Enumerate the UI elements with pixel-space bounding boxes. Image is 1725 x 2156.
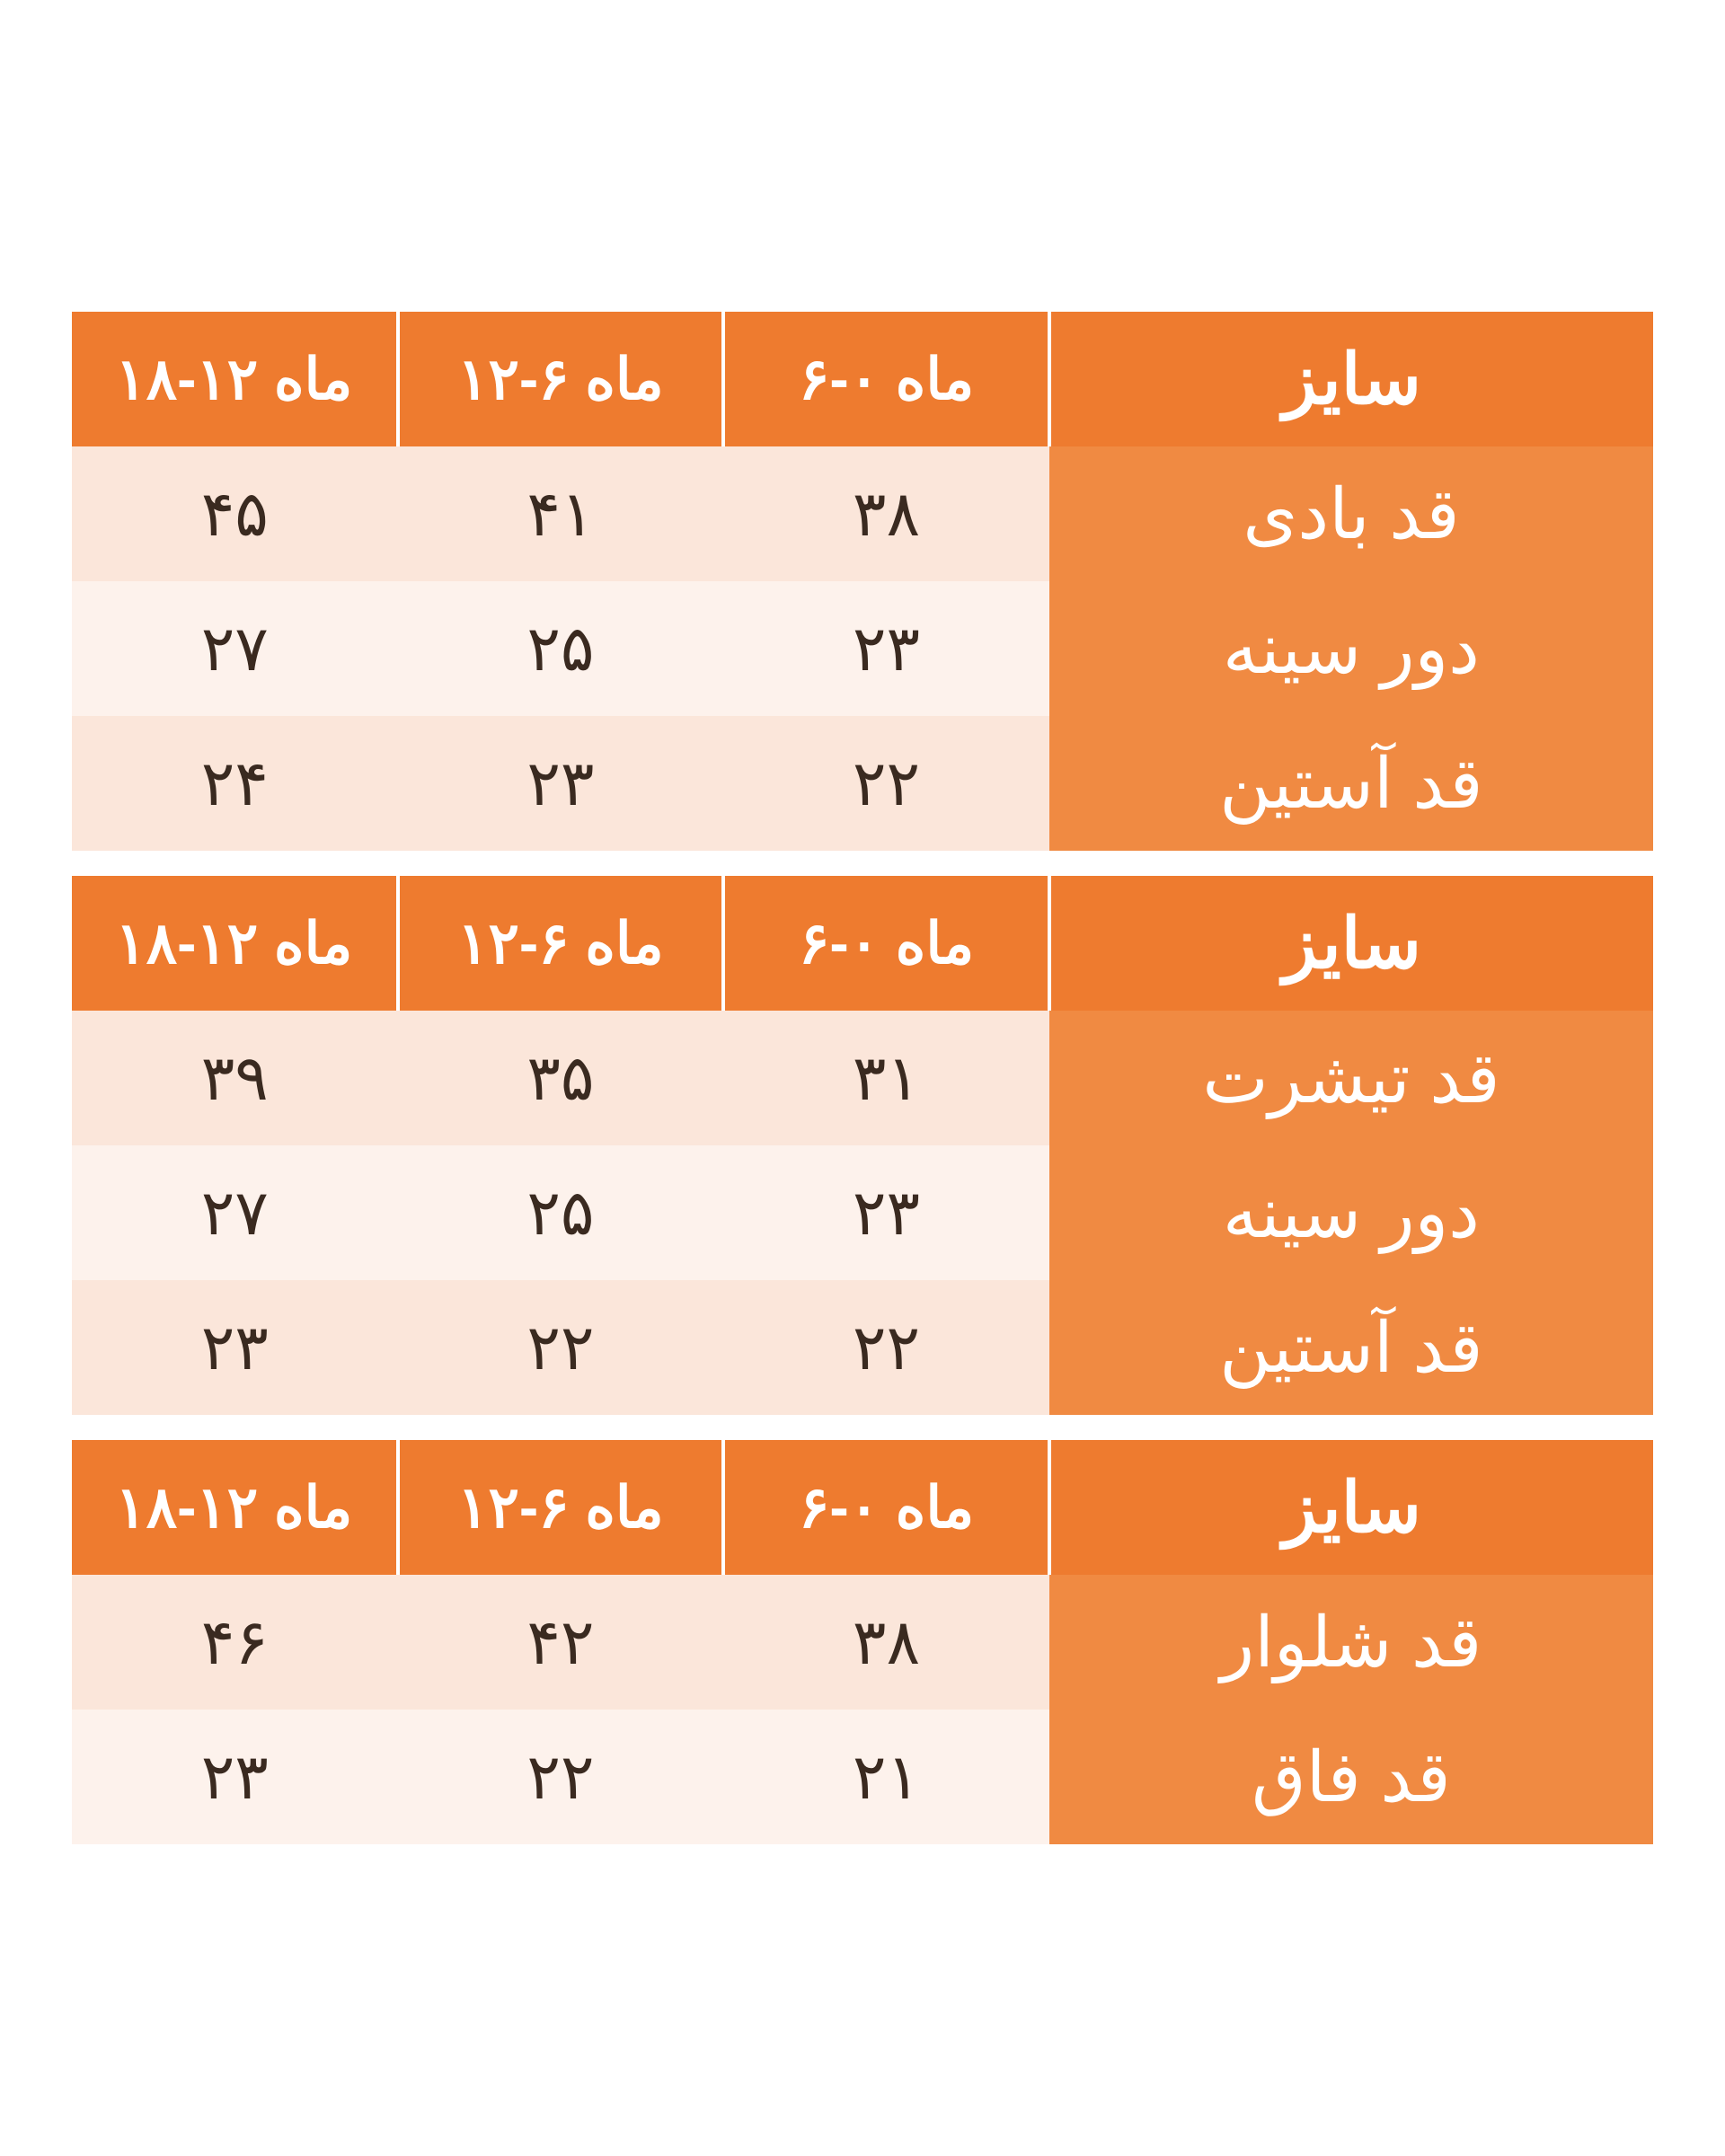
size-table: ۱۸-۱۲ ماه ۱۲-۶ ماه ۶-۰ ماه سایز ۳۹ ۳۵ ۳۱… bbox=[72, 876, 1653, 1415]
cell: ۴۲ bbox=[398, 1575, 724, 1710]
col-header: ۶-۰ ماه bbox=[723, 1440, 1049, 1575]
cell: ۲۳ bbox=[723, 1145, 1049, 1280]
cell: ۴۱ bbox=[398, 446, 724, 581]
cell: ۲۲ bbox=[723, 716, 1049, 851]
table-row: ۲۴ ۲۳ ۲۲ قد آستین bbox=[72, 716, 1653, 851]
cell: ۲۳ bbox=[72, 1280, 398, 1415]
row-label: قد آستین bbox=[1049, 716, 1653, 851]
cell: ۲۷ bbox=[72, 1145, 398, 1280]
cell: ۲۳ bbox=[398, 716, 724, 851]
cell: ۲۲ bbox=[723, 1280, 1049, 1415]
col-header: ۱۸-۱۲ ماه bbox=[72, 1440, 398, 1575]
row-label: دور سینه bbox=[1049, 581, 1653, 716]
table-row: ۴۵ ۴۱ ۳۸ قد بادی bbox=[72, 446, 1653, 581]
table-row: ۲۷ ۲۵ ۲۳ دور سینه bbox=[72, 1145, 1653, 1280]
table-row: ۲۳ ۲۲ ۲۲ قد آستین bbox=[72, 1280, 1653, 1415]
col-header: ۱۸-۱۲ ماه bbox=[72, 876, 398, 1011]
table-row: ۲۷ ۲۵ ۲۳ دور سینه bbox=[72, 581, 1653, 716]
row-label: قد آستین bbox=[1049, 1280, 1653, 1415]
cell: ۲۴ bbox=[72, 716, 398, 851]
col-header: ۶-۰ ماه bbox=[723, 876, 1049, 1011]
cell: ۳۹ bbox=[72, 1011, 398, 1145]
cell: ۴۵ bbox=[72, 446, 398, 581]
cell: ۳۸ bbox=[723, 446, 1049, 581]
row-label: قد فاق bbox=[1049, 1710, 1653, 1844]
size-label-header: سایز bbox=[1049, 876, 1653, 1011]
row-label: قد تیشرت bbox=[1049, 1011, 1653, 1145]
col-header: ۱۸-۱۲ ماه bbox=[72, 312, 398, 446]
cell: ۲۲ bbox=[398, 1280, 724, 1415]
table-row: ۳۹ ۳۵ ۳۱ قد تیشرت bbox=[72, 1011, 1653, 1145]
tables-wrap: ۱۸-۱۲ ماه ۱۲-۶ ماه ۶-۰ ماه سایز ۴۵ ۴۱ ۳۸… bbox=[72, 312, 1653, 1844]
cell: ۴۶ bbox=[72, 1575, 398, 1710]
table-row: ۴۶ ۴۲ ۳۸ قد شلوار bbox=[72, 1575, 1653, 1710]
cell: ۲۷ bbox=[72, 581, 398, 716]
row-label: قد شلوار bbox=[1049, 1575, 1653, 1710]
col-header: ۱۲-۶ ماه bbox=[398, 876, 724, 1011]
col-header: ۱۲-۶ ماه bbox=[398, 312, 724, 446]
table-header-row: ۱۸-۱۲ ماه ۱۲-۶ ماه ۶-۰ ماه سایز bbox=[72, 1440, 1653, 1575]
col-header: ۱۲-۶ ماه bbox=[398, 1440, 724, 1575]
cell: ۲۳ bbox=[72, 1710, 398, 1844]
size-label-header: سایز bbox=[1049, 1440, 1653, 1575]
row-label: دور سینه bbox=[1049, 1145, 1653, 1280]
cell: ۲۱ bbox=[723, 1710, 1049, 1844]
cell: ۲۲ bbox=[398, 1710, 724, 1844]
cell: ۲۵ bbox=[398, 1145, 724, 1280]
col-header: ۶-۰ ماه bbox=[723, 312, 1049, 446]
cell: ۲۳ bbox=[723, 581, 1049, 716]
table-row: ۲۳ ۲۲ ۲۱ قد فاق bbox=[72, 1710, 1653, 1844]
cell: ۳۵ bbox=[398, 1011, 724, 1145]
size-label-header: سایز bbox=[1049, 312, 1653, 446]
cell: ۳۱ bbox=[723, 1011, 1049, 1145]
size-table: ۱۸-۱۲ ماه ۱۲-۶ ماه ۶-۰ ماه سایز ۴۵ ۴۱ ۳۸… bbox=[72, 312, 1653, 851]
cell: ۲۵ bbox=[398, 581, 724, 716]
size-table: ۱۸-۱۲ ماه ۱۲-۶ ماه ۶-۰ ماه سایز ۴۶ ۴۲ ۳۸… bbox=[72, 1440, 1653, 1844]
table-header-row: ۱۸-۱۲ ماه ۱۲-۶ ماه ۶-۰ ماه سایز bbox=[72, 312, 1653, 446]
table-header-row: ۱۸-۱۲ ماه ۱۲-۶ ماه ۶-۰ ماه سایز bbox=[72, 876, 1653, 1011]
row-label: قد بادی bbox=[1049, 446, 1653, 581]
cell: ۳۸ bbox=[723, 1575, 1049, 1710]
